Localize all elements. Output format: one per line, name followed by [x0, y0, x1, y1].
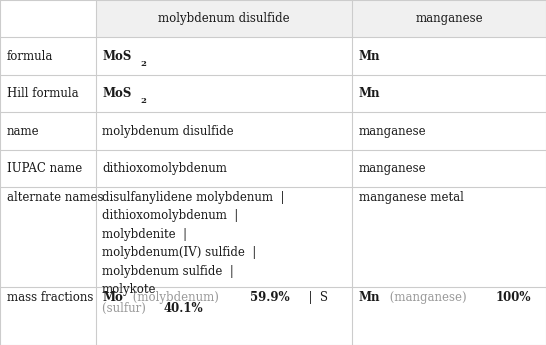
Text: mass fractions: mass fractions — [7, 291, 93, 304]
Text: (molybdenum): (molybdenum) — [129, 291, 223, 304]
Text: manganese metal: manganese metal — [359, 191, 464, 204]
Text: formula: formula — [7, 50, 53, 63]
Text: Mn: Mn — [359, 87, 380, 100]
Text: MoS: MoS — [102, 50, 132, 63]
Text: manganese: manganese — [359, 162, 426, 175]
Text: |  S: | S — [301, 291, 328, 304]
Text: 2: 2 — [140, 97, 146, 105]
Text: Hill formula: Hill formula — [7, 87, 78, 100]
Text: IUPAC name: IUPAC name — [7, 162, 82, 175]
Text: 59.9%: 59.9% — [250, 291, 289, 304]
Text: molybdenum disulfide: molybdenum disulfide — [102, 125, 234, 138]
Text: dithioxomolybdenum: dithioxomolybdenum — [102, 162, 227, 175]
Text: disulfanylidene molybdenum  |
dithioxomolybdenum  |
molybdenite  |
molybdenum(IV: disulfanylidene molybdenum | dithioxomol… — [102, 191, 284, 296]
Text: Mo: Mo — [102, 291, 123, 304]
Text: Mn: Mn — [359, 291, 380, 304]
Text: 2: 2 — [140, 60, 146, 68]
Text: alternate names: alternate names — [7, 191, 103, 204]
Text: name: name — [7, 125, 39, 138]
Text: 40.1%: 40.1% — [164, 303, 203, 315]
Bar — [96, 0, 352, 38]
Text: molybdenum disulfide: molybdenum disulfide — [158, 12, 290, 25]
Text: Mn: Mn — [359, 50, 380, 63]
Text: manganese: manganese — [359, 125, 426, 138]
Bar — [352, 0, 546, 38]
Text: (manganese): (manganese) — [387, 291, 471, 304]
Text: MoS: MoS — [102, 87, 132, 100]
Text: manganese: manganese — [416, 12, 483, 25]
Text: 100%: 100% — [495, 291, 531, 304]
Text: (sulfur): (sulfur) — [102, 303, 150, 315]
